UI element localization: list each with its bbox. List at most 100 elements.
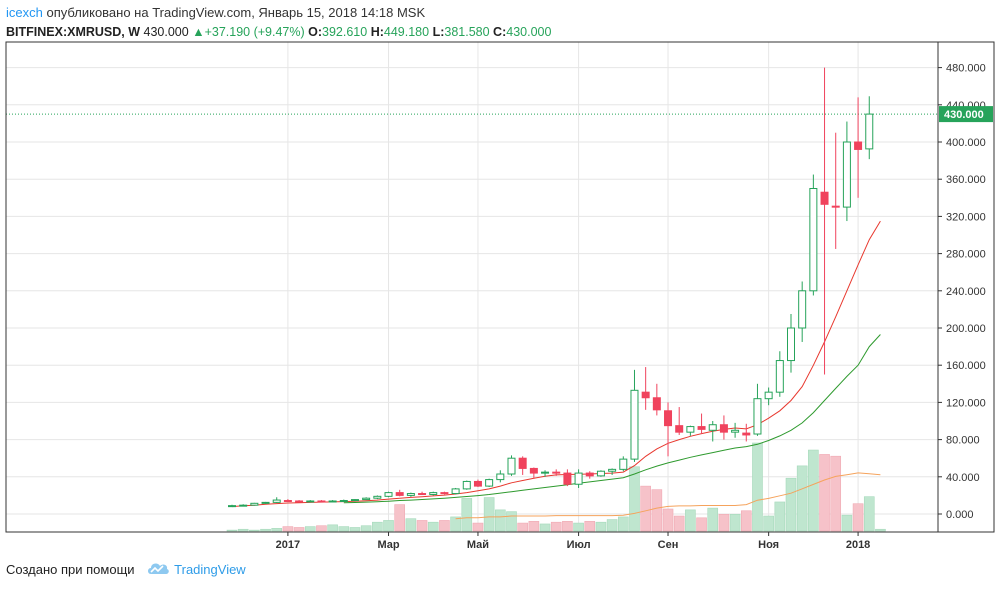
volume-bar — [740, 510, 752, 532]
volume-bar — [439, 520, 450, 532]
volume-bar — [539, 523, 551, 532]
candle-body — [283, 500, 292, 503]
x-tick-label: Июл — [567, 539, 591, 551]
volume-bar — [685, 509, 696, 532]
x-tick-label: 2018 — [846, 539, 870, 551]
tradingview-brand[interactable]: TradingView — [174, 562, 246, 577]
x-tick-label: Ноя — [758, 539, 779, 551]
candle-body — [552, 471, 561, 474]
candle-body — [384, 492, 393, 497]
axis-labels: 0.000 40.000 80.000 120.000 160.000 200.000 24… — [276, 63, 993, 551]
candle-body — [250, 502, 259, 506]
volume-bar — [461, 498, 473, 532]
volume-bar — [327, 524, 338, 532]
y-tick-label: 480.000 — [946, 63, 986, 75]
candle-body — [697, 426, 706, 430]
volume-bar — [495, 509, 506, 532]
candle-body — [239, 504, 248, 507]
y-tick-label: 160.000 — [946, 360, 986, 372]
candle-body — [261, 501, 270, 504]
y-tick-label: 240.000 — [946, 286, 986, 298]
close-value: 430.000 — [506, 25, 552, 39]
last-price-badge-label: 430.000 — [944, 109, 984, 121]
volume-bars — [226, 442, 886, 532]
made-with-text: Создано при помощи — [6, 562, 135, 577]
volume-bar — [394, 504, 406, 532]
candle-body — [373, 495, 382, 499]
candle-body — [775, 360, 784, 393]
chart-header: icexch опубликовано на TradingView.com, … — [6, 4, 906, 41]
volume-bar — [427, 521, 439, 532]
volume-bar — [752, 442, 763, 532]
candle-body — [451, 488, 460, 495]
volume-bar — [383, 520, 394, 532]
candle-body — [473, 480, 482, 487]
volume-bar — [450, 516, 461, 532]
candle-body — [295, 500, 304, 503]
candle-body — [753, 398, 762, 435]
candle-body — [395, 492, 404, 496]
symbol-name[interactable]: BITFINEX:XMRUSD, W — [6, 25, 141, 39]
volume-bar — [316, 525, 327, 532]
tradingview-cloud-icon[interactable] — [146, 560, 170, 579]
candle-body — [742, 432, 751, 436]
candle-body — [350, 499, 359, 502]
candle-body — [798, 290, 807, 329]
volume-bar — [338, 526, 350, 532]
x-tick-label: Май — [467, 539, 489, 551]
candle-body — [787, 327, 795, 362]
candle-body — [496, 473, 505, 481]
open-label: O: — [308, 25, 323, 39]
volume-bar — [875, 528, 886, 532]
up-arrow-icon: ▲ — [192, 25, 205, 39]
x-tick-label: 2017 — [276, 539, 300, 551]
volume-bar — [550, 521, 562, 532]
candle-body — [574, 472, 583, 485]
candle-body — [585, 472, 594, 477]
candle-body — [406, 493, 415, 496]
volume-bar — [707, 507, 719, 532]
volume-bar — [662, 508, 674, 532]
candle-body — [809, 188, 818, 292]
volume-bar — [629, 466, 640, 532]
chart-axes — [5, 41, 995, 536]
volume-bar — [304, 526, 316, 532]
volume-bar — [237, 528, 249, 532]
candle-body — [228, 505, 236, 508]
candle-body — [652, 397, 661, 411]
volume-bar — [506, 511, 517, 532]
volume-bar — [640, 485, 651, 532]
volume-bar — [785, 477, 797, 532]
volume-bar — [271, 528, 283, 532]
y-tick-label: 360.000 — [946, 174, 986, 186]
candle-body — [865, 113, 874, 150]
candle-body — [272, 499, 281, 503]
volume-bar — [282, 526, 294, 532]
low-value: 381.580 — [444, 25, 490, 39]
open-value: 392.610 — [322, 25, 368, 39]
y-tick-label: 200.000 — [946, 323, 986, 335]
close-label: C: — [493, 25, 507, 39]
volume-bar — [718, 513, 730, 532]
last-price-badge — [939, 106, 993, 123]
volume-bar — [696, 517, 707, 532]
candle-body — [485, 479, 494, 487]
volume-bar — [852, 503, 864, 532]
y-tick-label: 80.000 — [946, 435, 980, 447]
published-text: опубликовано на TradingView.com, Январь … — [46, 5, 426, 20]
volume-bar — [260, 528, 271, 532]
y-tick-label: 120.000 — [946, 397, 986, 409]
candle-body — [708, 424, 717, 431]
volume-bar — [249, 529, 260, 532]
volume-bar — [562, 521, 573, 532]
candle-body — [362, 497, 371, 501]
author-link[interactable]: icexch — [6, 5, 43, 20]
x-tick-label: Сен — [658, 539, 679, 551]
volume-bar — [729, 513, 741, 532]
candle-body — [507, 457, 516, 475]
volume-bar — [528, 521, 540, 532]
volume-bar — [774, 501, 786, 532]
y-tick-label: 40.000 — [946, 472, 980, 484]
symbol-info: BITFINEX:XMRUSD, W 430.000 ▲+37.190 (+9.… — [6, 23, 906, 41]
